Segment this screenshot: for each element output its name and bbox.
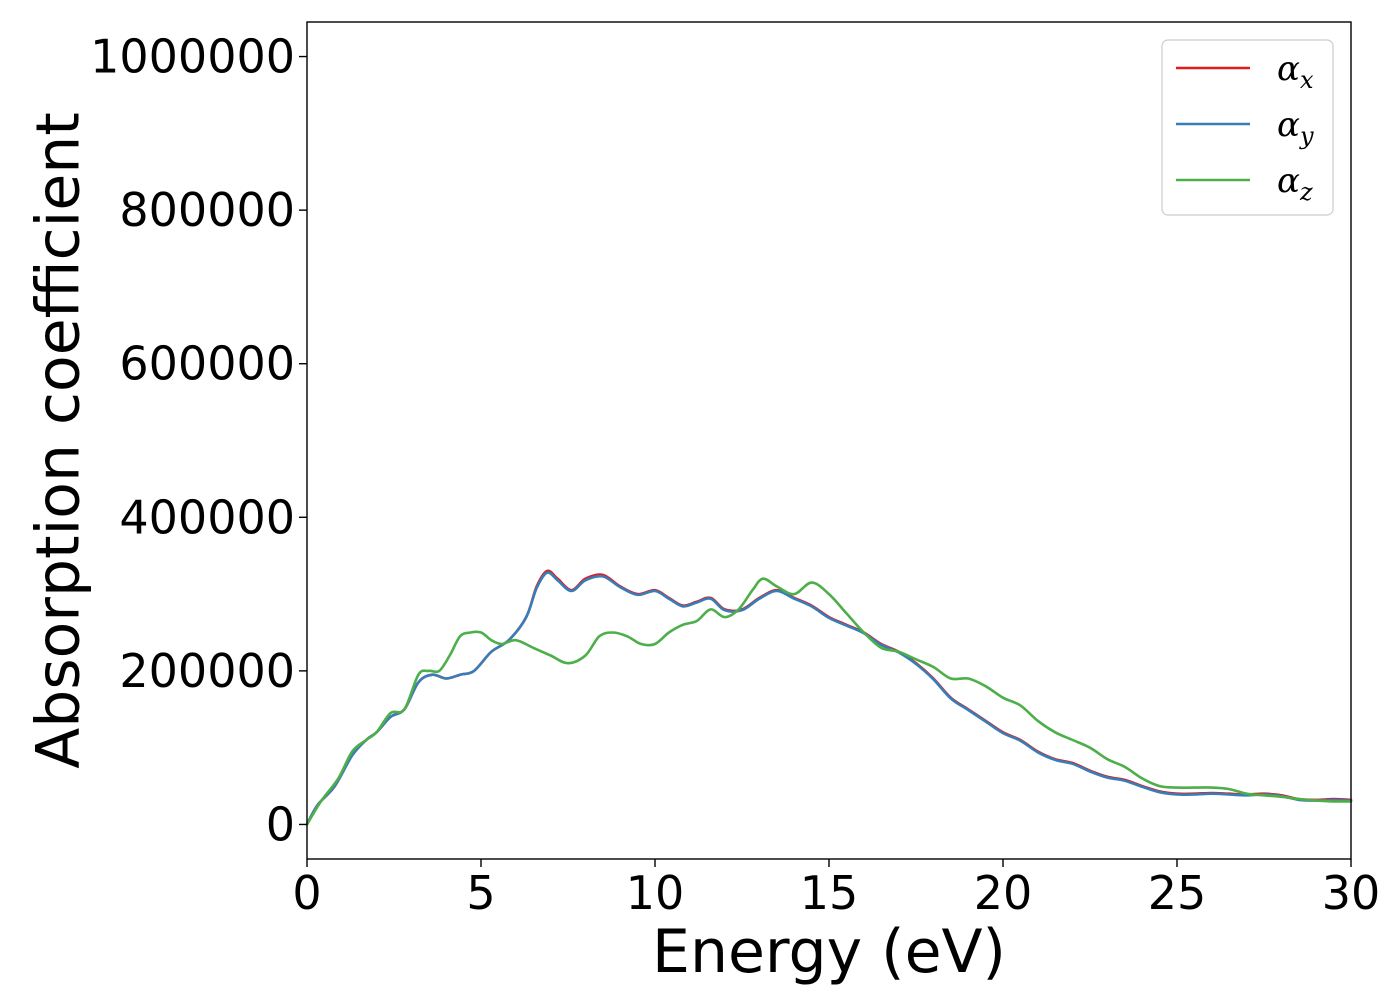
y-axis: 0 200000 400000 600000 800000 1000000 bbox=[90, 30, 307, 851]
legend: αx αy αz bbox=[1161, 39, 1334, 216]
x-tick-label: 0 bbox=[292, 866, 321, 920]
series-line-y bbox=[305, 571, 1353, 826]
x-tick-label: 30 bbox=[1322, 866, 1381, 920]
x-axis: 0 5 10 15 20 25 30 bbox=[292, 859, 1380, 920]
x-tick-label: 20 bbox=[974, 866, 1033, 920]
x-tick-label: 10 bbox=[626, 866, 685, 920]
series-line-z bbox=[305, 577, 1353, 826]
x-tick-label: 5 bbox=[466, 866, 495, 920]
y-tick-label: 0 bbox=[266, 797, 295, 851]
y-tick-label: 600000 bbox=[119, 337, 295, 391]
series-layer bbox=[305, 569, 1353, 826]
x-tick-label: 15 bbox=[800, 866, 859, 920]
y-axis-title: Absorption coefficient bbox=[24, 112, 94, 769]
y-tick-label: 800000 bbox=[119, 183, 295, 237]
legend-label-z: αz bbox=[1277, 161, 1313, 206]
legend-box bbox=[1161, 39, 1334, 216]
legend-label-y: αy bbox=[1277, 105, 1314, 150]
x-tick-label: 25 bbox=[1148, 866, 1207, 920]
y-tick-label: 200000 bbox=[119, 644, 295, 698]
y-tick-label: 1000000 bbox=[90, 30, 295, 84]
legend-label-x: αx bbox=[1277, 49, 1314, 94]
x-axis-title: Energy (eV) bbox=[652, 917, 1006, 987]
y-tick-label: 400000 bbox=[119, 490, 295, 544]
